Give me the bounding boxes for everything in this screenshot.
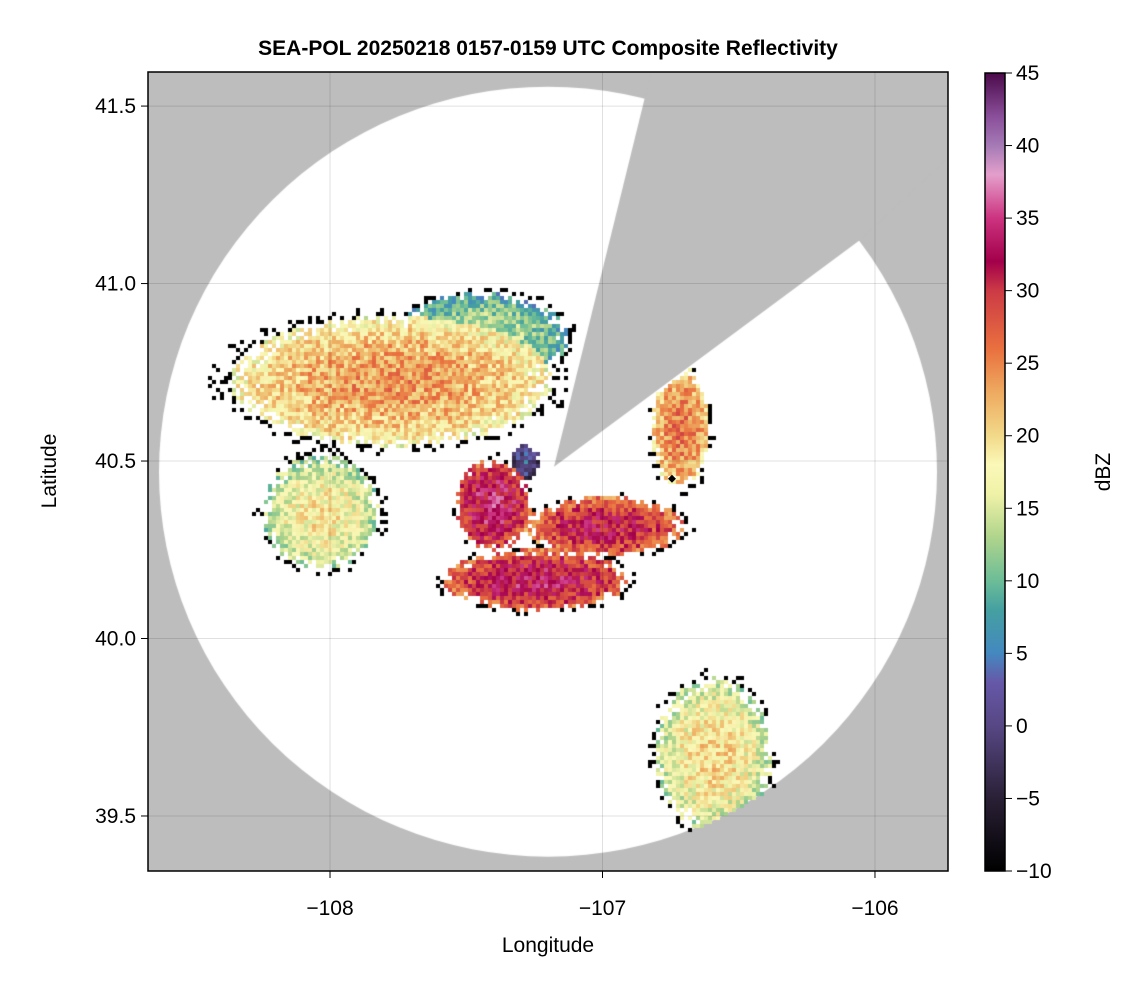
y-tick-label: 40.5	[95, 450, 136, 473]
x-tick-label: −108	[306, 897, 353, 920]
radar-site-marker	[667, 474, 676, 483]
y-tick-label: 41.5	[95, 95, 136, 118]
y-tick-label: 41.0	[95, 273, 136, 296]
colorbar-tick-label: 45	[1016, 62, 1039, 85]
colorbar-label: dBZ	[1092, 453, 1115, 492]
colorbar-tick-label: −10	[1016, 860, 1052, 883]
x-tick-label: −107	[579, 897, 626, 920]
x-axis-label: Longitude	[502, 934, 594, 957]
chart-title: SEA-POL 20250218 0157-0159 UTC Composite…	[258, 37, 838, 60]
colorbar-tick-label: 20	[1016, 425, 1039, 448]
colorbar-tick-label: 10	[1016, 570, 1039, 593]
colorbar-tick-label: 35	[1016, 207, 1039, 230]
colorbar-tick-label: 40	[1016, 135, 1039, 158]
y-tick-label: 39.5	[95, 805, 136, 828]
plot-area-border	[147, 71, 949, 872]
colorbar-tick-label: 0	[1016, 715, 1028, 738]
colorbar	[984, 72, 1006, 872]
colorbar-tick-label: 5	[1016, 642, 1028, 665]
reflectivity-heatmap	[148, 72, 948, 871]
colorbar-tick-label: 15	[1016, 497, 1039, 520]
colorbar-tick-label: 30	[1016, 280, 1039, 303]
colorbar-tick-label: −5	[1016, 787, 1040, 810]
colorbar-tick-label: 25	[1016, 352, 1039, 375]
y-tick-label: 40.0	[95, 628, 136, 651]
y-axis-label: Latitude	[38, 434, 61, 509]
x-tick-label: −106	[851, 897, 898, 920]
